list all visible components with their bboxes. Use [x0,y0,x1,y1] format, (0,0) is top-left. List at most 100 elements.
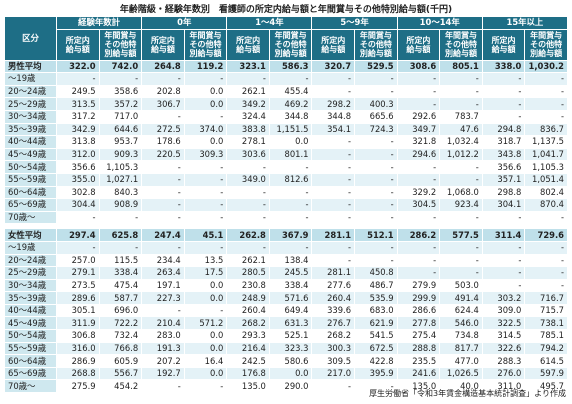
value-cell: - [439,172,483,187]
value-cell: 294.6 [396,147,441,162]
value-cell: 278.1 [226,135,270,149]
value-cell: 724.3 [354,122,398,137]
value-cell: - [481,240,526,255]
value-cell: - [268,72,313,86]
value-cell: 178.6 [141,135,185,149]
value-cell: - [439,160,483,174]
value-cell: 324.4 [226,109,270,124]
value-cell: - [268,198,313,212]
value-cell: 0.0 [183,366,228,381]
value-cell: - [183,303,228,318]
row-label: 30～34歳 [4,109,57,124]
value-cell: - [354,198,398,212]
value-cell: - [354,172,398,187]
value-cell: 279.1 [56,266,100,280]
value-cell: 400.3 [354,97,398,111]
value-cell: - [141,210,185,225]
value-cell: 176.8 [226,366,270,381]
value-cell: - [141,185,185,200]
value-cell: 870.4 [524,198,568,212]
value-cell: 277.8 [396,316,441,331]
data-row: 35～39歳 289.6 587.7 227.3 0.0 248.9 571.6 260.4 5… [4,291,568,305]
row-label: 45～49歳 [4,316,57,331]
value-cell: - [439,72,483,86]
value-cell: 283.0 [141,329,185,343]
value-cell: 525.1 [268,329,313,343]
data-row: 50～54歳 356.6 1,105.3- - - - - - - -356.6 1,105.3 [4,160,568,174]
value-cell: 293.3 [226,329,270,343]
value-cell: - [524,266,568,280]
value-cell: 40.0 [439,379,483,394]
value-cell: 262.8 [226,228,270,242]
value-cell: 286.2 [396,228,441,242]
value-cell: 477.0 [439,354,483,368]
data-row: 20～24歳 249.5 358.6 202.8 0.0 262.1 455.4- - - - - - [4,84,568,99]
value-cell: 260.4 [311,291,356,305]
value-cell: - [311,84,356,99]
value-cell: 614.5 [524,354,568,368]
value-cell: - [141,379,185,394]
value-cell: 286.9 [56,354,100,368]
group-header: 0年 [141,16,228,30]
subheader-row: 所定内 給与額 年間賞与 その他特 別給与額 所定内 給与額 年間賞与 その他特 別給… [5,28,568,61]
value-cell: 323.1 [226,59,270,74]
value-cell: - [481,266,526,280]
value-cell: 0.0 [183,97,228,111]
value-cell: 571.6 [268,291,313,305]
value-cell: 454.2 [98,379,143,394]
table-body: 男性平均 322.0 742.0 264.8 119.2 323.1 586.3 320.7 5… [4,59,568,394]
value-cell: 286.6 [396,303,441,318]
value-cell: 119.2 [183,59,228,74]
value-cell: 469.2 [268,97,313,111]
value-cell: 1,137.5 [524,135,568,149]
value-cell: - [141,172,185,187]
value-cell: 529.5 [354,59,398,74]
value-cell: 535.9 [354,291,398,305]
value-cell: - [396,253,441,268]
data-row: 40～44歳 313.8 953.7 178.6 0.0 278.1 0.0- -321.8 1… [4,135,568,149]
value-cell: 817.7 [439,341,483,356]
value-cell: 268.8 [56,366,100,381]
value-cell: 135.0 [226,379,270,394]
value-cell: - [439,210,483,225]
value-cell: - [311,379,356,394]
value-cell: - [311,147,356,162]
value-cell: 953.7 [98,135,143,149]
value-cell: - [56,240,100,255]
value-cell: 836.7 [524,122,568,137]
value-cell: 349.2 [226,97,270,111]
value-cell: - [396,97,441,111]
value-cell: - [481,253,526,268]
value-cell: - [311,160,356,174]
spacer-cell [4,223,568,229]
value-cell: 311.4 [481,228,526,242]
value-cell: - [183,160,228,174]
value-cell: - [439,266,483,280]
value-cell: 0.0 [268,366,313,381]
value-cell: - [354,185,398,200]
value-cell: 344.8 [268,109,313,124]
data-row: 60～64歳 302.8 840.3- - - - - -329.2 1,068.0 298.8 8… [4,185,568,200]
subheader: 年間賞与 その他特 別給与額 [524,28,568,61]
value-cell: 304.5 [396,198,441,212]
value-cell: 556.7 [98,366,143,381]
source-note: 厚生労働省「令和3年賃金構造基本統計調査」より作成 [369,389,566,398]
value-cell: 395.9 [354,366,398,381]
value-cell: 294.8 [481,122,526,137]
value-cell: - [183,240,228,255]
value-cell: - [439,240,483,255]
value-cell: 273.5 [56,278,100,293]
value-cell: 696.0 [98,303,143,318]
value-cell: 1,026.5 [439,366,483,381]
value-cell: 314.5 [481,329,526,343]
data-row: 25～29歳 313.5 357.2 306.7 0.0 349.2 469.2 298.2 4… [4,97,568,111]
value-cell: - [56,72,100,86]
value-cell: 260.4 [226,303,270,318]
value-cell: 281.1 [311,228,356,242]
value-cell: - [183,379,228,394]
value-cell: - [311,198,356,212]
value-cell: 227.3 [141,291,185,305]
value-cell: 422.8 [354,354,398,368]
row-label: 35～39歳 [4,291,57,305]
data-row: 70歳～ - - - - - - - - - - - - [4,210,568,225]
